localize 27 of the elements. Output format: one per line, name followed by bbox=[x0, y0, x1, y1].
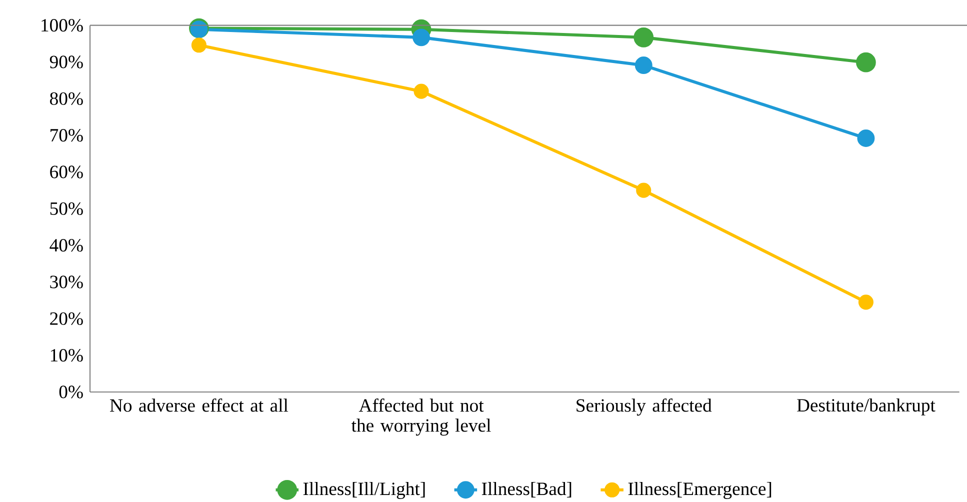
legend-label: Illness[Bad] bbox=[482, 482, 572, 498]
x-tick-label: No adverse effect at all bbox=[110, 398, 288, 412]
point bbox=[634, 27, 654, 48]
point bbox=[857, 130, 875, 147]
y-tick-label: 80% bbox=[50, 92, 83, 105]
y-tick-label: 60% bbox=[50, 166, 83, 178]
point bbox=[856, 52, 876, 72]
y-tick-label: 0% bbox=[59, 386, 83, 398]
y-tick-label: 20% bbox=[50, 312, 83, 325]
point bbox=[191, 38, 206, 53]
legend-label: Illness[Emergence] bbox=[628, 482, 772, 499]
y-tick-label: 70% bbox=[50, 128, 83, 142]
y-tick-label: 10% bbox=[50, 348, 83, 362]
x-tick-label: Destitute/bankrupt bbox=[797, 398, 936, 416]
point bbox=[636, 182, 652, 198]
point bbox=[858, 294, 874, 310]
point bbox=[412, 28, 430, 46]
x-tick-label: Affected but not the worrying level bbox=[351, 398, 491, 436]
point bbox=[414, 84, 429, 99]
y-tick-label: 90% bbox=[50, 56, 83, 68]
y-tick-label: 40% bbox=[50, 238, 83, 252]
point bbox=[634, 56, 652, 74]
x-tick-label: Seriously affected bbox=[576, 398, 712, 416]
y-tick-label: 50% bbox=[50, 202, 83, 215]
y-tick-label: 30% bbox=[50, 276, 83, 288]
y-tick-label: 100% bbox=[42, 18, 83, 32]
legend-label: Illness[Ill/Light] bbox=[303, 482, 425, 499]
